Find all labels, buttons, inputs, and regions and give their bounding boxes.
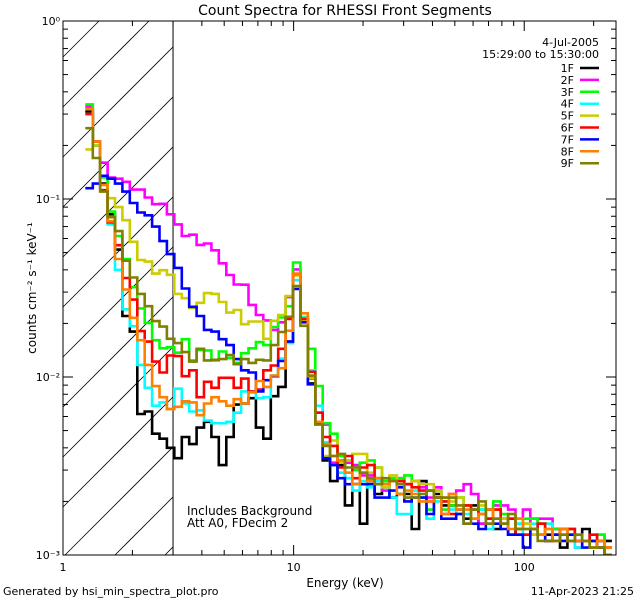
y-tick-label: 10⁻² <box>36 371 60 384</box>
hatch-line <box>62 196 174 308</box>
timestamp-label: 11-Apr-2023 21:25 <box>531 585 634 598</box>
series-8F <box>85 107 612 549</box>
y-tick-label: 10⁻¹ <box>36 193 60 206</box>
hatch-line <box>62 246 174 358</box>
x-axis-label: Energy (keV) <box>306 576 383 590</box>
annotation-background: Includes Background <box>187 504 312 518</box>
x-tick-label: 1 <box>60 561 67 574</box>
hatch-line <box>62 146 174 258</box>
legend-label-5F: 5F <box>561 110 574 123</box>
axes <box>62 20 617 556</box>
annotation-attenuator: Att A0, FDecim 2 <box>187 516 288 530</box>
legend-label-9F: 9F <box>561 157 574 170</box>
spectra-series <box>85 103 612 555</box>
time-range-label: 15:29:00 to 15:30:00 <box>482 48 599 61</box>
series-7F <box>85 174 612 555</box>
x-tick-label: 10 <box>287 561 301 574</box>
hatch-line <box>62 346 174 458</box>
legend-label-2F: 2F <box>561 74 574 87</box>
legend-label-8F: 8F <box>561 145 574 158</box>
plot-frame <box>62 20 617 556</box>
legend-label-3F: 3F <box>561 86 574 99</box>
hatch-line <box>164 546 174 556</box>
hatch-line <box>62 20 100 58</box>
date-label: 4-Jul-2005 <box>542 36 599 49</box>
y-axis-ticks: 10⁰ 10⁻¹ 10⁻² 10⁻³ <box>36 15 616 562</box>
excluded-region-hatching <box>62 20 174 556</box>
y-axis-label: counts cm⁻² s⁻¹ keV⁻¹ <box>25 222 39 354</box>
hatch-line <box>62 296 174 408</box>
series-9F <box>85 126 612 555</box>
hatch-line <box>62 396 174 508</box>
x-axis-ticks: 1 10 100 <box>60 21 595 574</box>
series-6F <box>85 112 612 549</box>
series-1F <box>85 110 612 549</box>
legend-label-7F: 7F <box>561 133 574 146</box>
y-tick-label: 10⁰ <box>42 15 61 28</box>
hatch-line <box>62 46 174 158</box>
hatch-line <box>114 496 174 556</box>
legend-label-6F: 6F <box>561 122 574 135</box>
series-4F <box>85 107 612 555</box>
generated-by-label: Generated by hsi_min_spectra_plot.pro <box>3 585 219 598</box>
x-tick-label: 100 <box>514 561 535 574</box>
legend-label-1F: 1F <box>561 62 574 75</box>
hatch-line <box>62 96 174 208</box>
chart-title: Count Spectra for RHESSI Front Segments <box>198 3 492 19</box>
y-tick-label: 10⁻³ <box>36 549 60 562</box>
hatch-line <box>62 20 150 108</box>
hatch-line <box>64 446 174 556</box>
legend-label-4F: 4F <box>561 98 574 111</box>
